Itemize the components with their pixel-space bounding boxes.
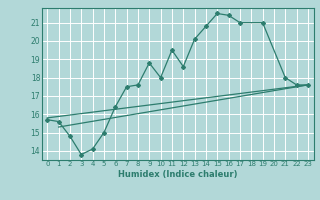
X-axis label: Humidex (Indice chaleur): Humidex (Indice chaleur) xyxy=(118,170,237,179)
